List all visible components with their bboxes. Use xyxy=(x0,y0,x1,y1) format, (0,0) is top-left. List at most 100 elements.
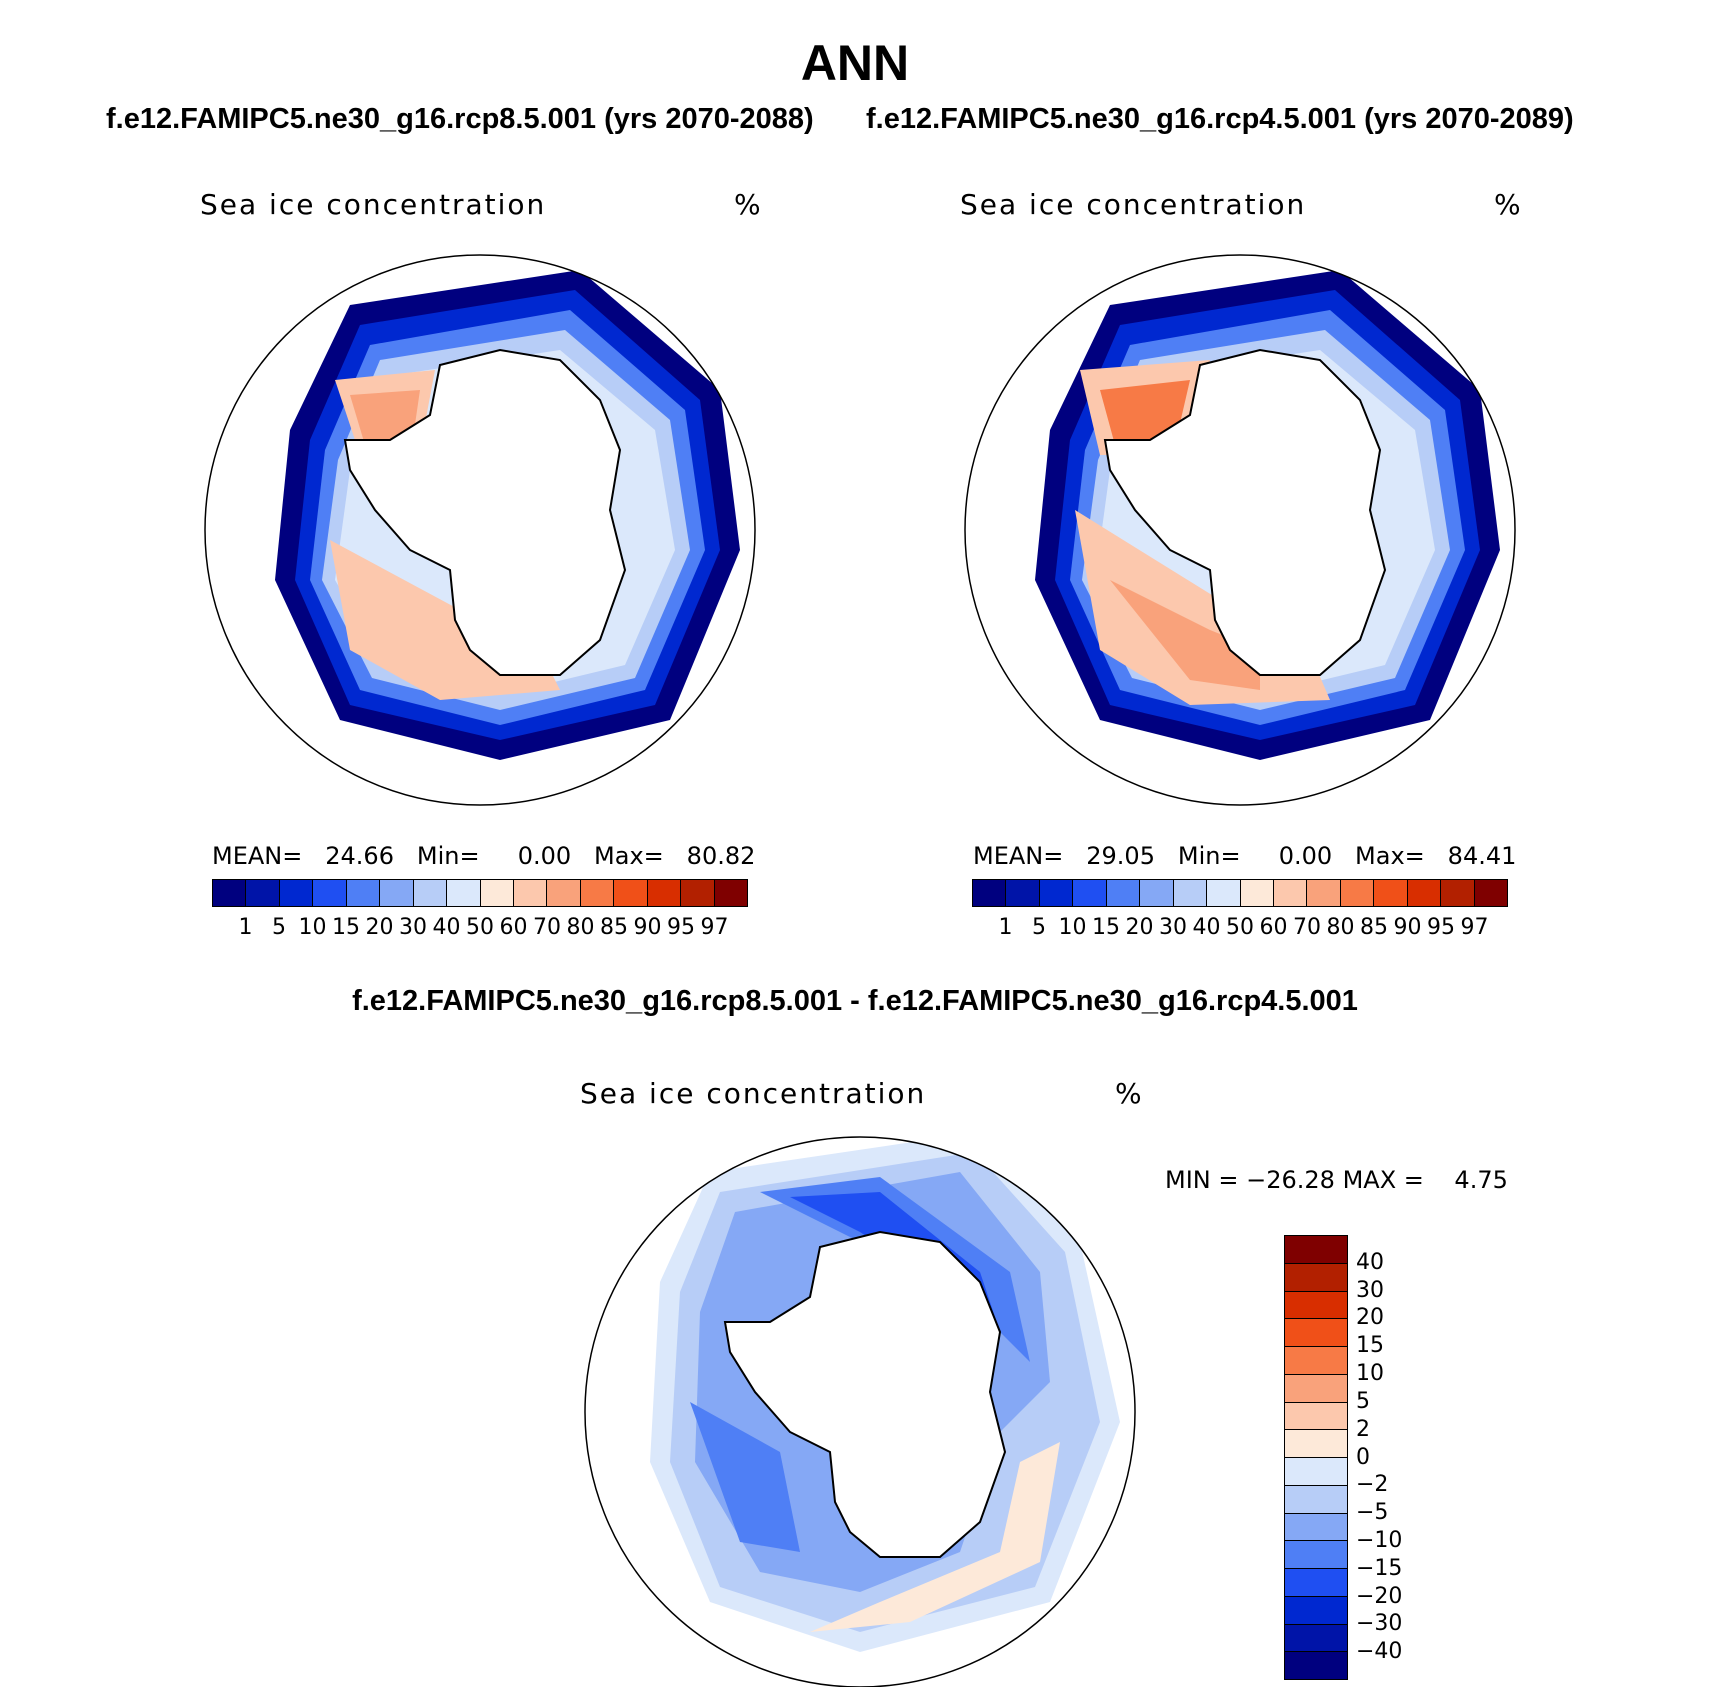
units-label-left: % xyxy=(734,188,763,221)
colorbar-tick-label: −30 xyxy=(1356,1611,1403,1637)
colorbar-swatch xyxy=(413,880,448,906)
colorbar-swatch xyxy=(246,880,280,906)
variable-label-left: Sea ice concentration xyxy=(200,188,547,221)
colorbar-tick-label: −5 xyxy=(1356,1500,1389,1526)
colorbar-tick-label: 95 xyxy=(667,915,695,940)
colorbar-tick-label: 60 xyxy=(1259,915,1288,940)
colorbar-swatch xyxy=(1474,880,1507,906)
stats-right: MEAN= 29.05 Min= 0.00 Max= 84.41 xyxy=(973,842,1516,870)
colorbar-tick-label: 70 xyxy=(533,915,561,940)
colorbar-swatch xyxy=(213,880,247,906)
colorbar-tick-label: 95 xyxy=(1427,915,1455,940)
colorbar-tick-label: 2 xyxy=(1356,1416,1370,1442)
colorbar-swatch xyxy=(714,880,747,906)
colorbar-swatch xyxy=(1285,1319,1347,1347)
colorbar-tick-label: 97 xyxy=(700,915,729,940)
min-label: Min= xyxy=(416,842,480,870)
colorbar-tick-label: 15 xyxy=(332,915,360,940)
colorbar-tick-label: 70 xyxy=(1293,915,1321,940)
colorbar-tick-label: 90 xyxy=(633,915,662,940)
max-label: MAX = xyxy=(1342,1166,1424,1194)
colorbar-tick-label: −40 xyxy=(1356,1639,1403,1665)
colorbar-right-ticks: 1 5 10 15 20 30 40 50 60 70 80 85 90 95 97 xyxy=(972,915,1508,943)
colorbar-swatch xyxy=(1307,880,1341,906)
diff-neg-5 xyxy=(690,1402,800,1552)
mean-value: 29.05 xyxy=(1086,842,1155,870)
colorbar-tick-label: 10 xyxy=(1356,1361,1384,1387)
colorbar-tick-label: −20 xyxy=(1356,1583,1403,1609)
colorbar-swatch xyxy=(614,880,648,906)
variable-label-diff: Sea ice concentration xyxy=(580,1077,927,1110)
colorbar-swatch xyxy=(1039,880,1074,906)
colorbar-swatch xyxy=(1285,1374,1347,1403)
colorbar-tick-label: 5 xyxy=(1356,1388,1370,1414)
colorbar-tick-label: 5 xyxy=(272,915,286,940)
colorbar-tick-label: 0 xyxy=(1356,1444,1370,1470)
colorbar-swatch xyxy=(1407,880,1442,906)
colorbar-tick-label: 10 xyxy=(298,915,327,940)
max-value: 84.41 xyxy=(1447,842,1517,870)
colorbar-swatch xyxy=(1374,880,1408,906)
colorbar-swatch xyxy=(1285,1652,1347,1679)
colorbar-tick-label: −2 xyxy=(1356,1472,1389,1498)
min-value: −26.28 xyxy=(1246,1166,1335,1194)
colorbar-tick-label: 40 xyxy=(432,915,461,940)
colorbar-difference-ticks: 40 30 20 15 10 5 2 0 −2 −5 −10 −15 −20 −30 −40 xyxy=(1356,1235,1476,1680)
colorbar-tick-label: 20 xyxy=(1125,915,1154,940)
colorbar-swatch xyxy=(1106,880,1141,906)
colorbar-swatch xyxy=(447,880,481,906)
colorbar-swatch xyxy=(547,880,581,906)
colorbar-swatch xyxy=(1285,1485,1347,1514)
colorbar-swatch xyxy=(1285,1458,1347,1486)
colorbar-tick-label: 1 xyxy=(238,915,253,940)
case-title-left: f.e12.FAMIPC5.ne30_g16.rcp8.5.001 (yrs 2… xyxy=(106,103,814,135)
stats-diff: MIN = −26.28 MAX = 4.75 xyxy=(1165,1166,1508,1194)
colorbar-tick-label: 40 xyxy=(1192,915,1221,940)
colorbar-swatch xyxy=(1285,1347,1347,1375)
colorbar-tick-label: 40 xyxy=(1356,1249,1384,1275)
colorbar-swatch xyxy=(279,880,314,906)
colorbar-difference xyxy=(1284,1235,1348,1680)
colorbar-tick-label: 20 xyxy=(365,915,394,940)
colorbar-tick-label: 85 xyxy=(600,915,628,940)
colorbar-tick-label: −10 xyxy=(1356,1527,1403,1553)
difference-title: f.e12.FAMIPC5.ne30_g16.rcp8.5.001 - f.e1… xyxy=(352,985,1358,1017)
colorbar-swatch xyxy=(1285,1291,1347,1320)
colorbar-swatch xyxy=(1285,1596,1347,1625)
sea-ice-difference-map xyxy=(584,1136,1136,1687)
mean-label: MEAN= xyxy=(973,842,1064,870)
stats-left: MEAN= 24.66 Min= 0.00 Max= 80.82 xyxy=(212,842,755,870)
max-value: 80.82 xyxy=(686,842,756,870)
colorbar-swatch xyxy=(1285,1236,1347,1264)
colorbar-tick-label: 90 xyxy=(1393,915,1422,940)
colorbar-swatch xyxy=(1340,880,1375,906)
antarctica-land xyxy=(1103,348,1387,676)
colorbar-swatch xyxy=(313,880,347,906)
mean-value: 24.66 xyxy=(325,842,394,870)
colorbar-tick-label: 15 xyxy=(1356,1333,1384,1359)
antarctica-land xyxy=(723,1230,1007,1558)
colorbar-tick-label: 1 xyxy=(998,915,1013,940)
colorbar-tick-label: 80 xyxy=(566,915,595,940)
colorbar-swatch xyxy=(1285,1430,1347,1458)
colorbar-tick-label: 30 xyxy=(399,915,427,940)
colorbar-tick-label: 30 xyxy=(1356,1277,1384,1303)
colorbar-swatch xyxy=(681,880,715,906)
colorbar-tick-label: 50 xyxy=(1226,915,1254,940)
variable-label-right: Sea ice concentration xyxy=(960,188,1307,221)
mean-label: MEAN= xyxy=(212,842,303,870)
colorbar-tick-label: 30 xyxy=(1159,915,1187,940)
colorbar-swatch xyxy=(1073,880,1107,906)
colorbar-swatch xyxy=(1285,1263,1347,1292)
colorbar-swatch xyxy=(973,880,1007,906)
colorbar-swatch xyxy=(1240,880,1274,906)
colorbar-swatch xyxy=(1285,1402,1347,1431)
diff-neg-3 xyxy=(760,1177,1030,1362)
sea-ice-map-left xyxy=(204,254,756,806)
min-value: 0.00 xyxy=(1278,842,1333,870)
units-label-diff: % xyxy=(1115,1077,1144,1110)
colorbar-swatch xyxy=(1173,880,1208,906)
colorbar-tick-label: 85 xyxy=(1360,915,1388,940)
colorbar-right xyxy=(972,879,1508,907)
colorbar-swatch xyxy=(1441,880,1475,906)
